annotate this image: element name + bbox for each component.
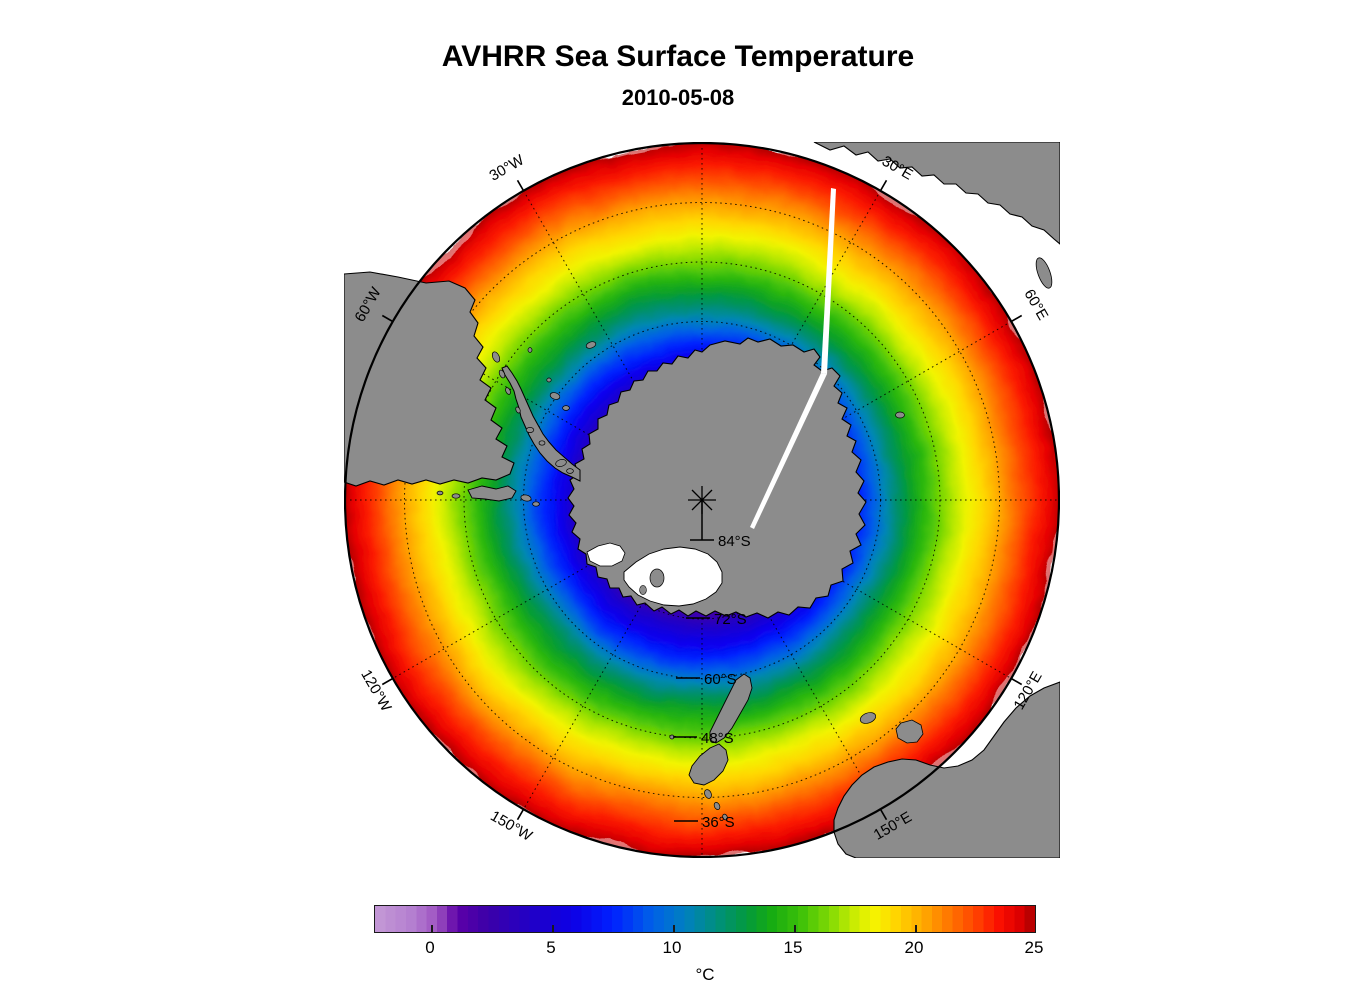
south-america-landmass <box>344 271 574 507</box>
latitude-ticks <box>673 539 714 822</box>
colorbar-tick-25 <box>1035 925 1036 932</box>
polar-map: 84°S 72°S 60°S 48°S 36°S 0° 30°E 60°E 90… <box>344 142 1060 858</box>
colorbar-tick-15 <box>794 925 796 932</box>
lon-label-30W: 30°W <box>487 151 528 185</box>
latitude-labels: 84°S 72°S 60°S 48°S 36°S <box>701 533 751 831</box>
lat-label-36S: 36°S <box>702 814 735 831</box>
colorbar-tick-0 <box>431 925 433 932</box>
colorbar-tick-5 <box>552 925 554 932</box>
lat-label-84S: 84°S <box>718 533 751 550</box>
longitude-ticks <box>344 142 1060 858</box>
lat-label-60S: 60°S <box>704 671 737 688</box>
new-zealand-landmass <box>669 673 753 821</box>
colorbar-label-10: 10 <box>662 938 682 957</box>
antarctica-landmass <box>456 337 905 619</box>
colorbar: 0 5 10 15 20 25 °C <box>374 905 1043 995</box>
map-svg: 84°S 72°S 60°S 48°S 36°S 0° 30°E 60°E 90… <box>344 142 1060 858</box>
colorbar-label-0: 0 <box>425 938 435 957</box>
colorbar-gradient <box>375 906 1035 932</box>
colorbar-tick-20 <box>915 925 917 932</box>
colorbar-unit-label: °C <box>695 965 715 984</box>
colorbar-label-15: 15 <box>783 938 803 957</box>
lat-label-72S: 72°S <box>714 611 747 628</box>
graticule-meridians <box>347 145 1057 855</box>
australia-landmass <box>833 681 1060 858</box>
colorbar-label-20: 20 <box>904 938 924 957</box>
figure-subtitle-date: 2010-05-08 <box>621 85 735 110</box>
missing-data-swath <box>750 188 836 529</box>
page-title: AVHRR Sea Surface Temperature <box>441 40 915 73</box>
africa-landmass <box>813 142 1060 289</box>
colorbar-label-25: 25 <box>1024 938 1044 957</box>
lon-label-60E: 60°E <box>1020 286 1051 323</box>
colorbar-tick-10 <box>673 925 675 932</box>
colorbar-gradient-box <box>374 905 1036 933</box>
lat-label-48S: 48°S <box>701 730 734 747</box>
colorbar-label-5: 5 <box>546 938 556 957</box>
